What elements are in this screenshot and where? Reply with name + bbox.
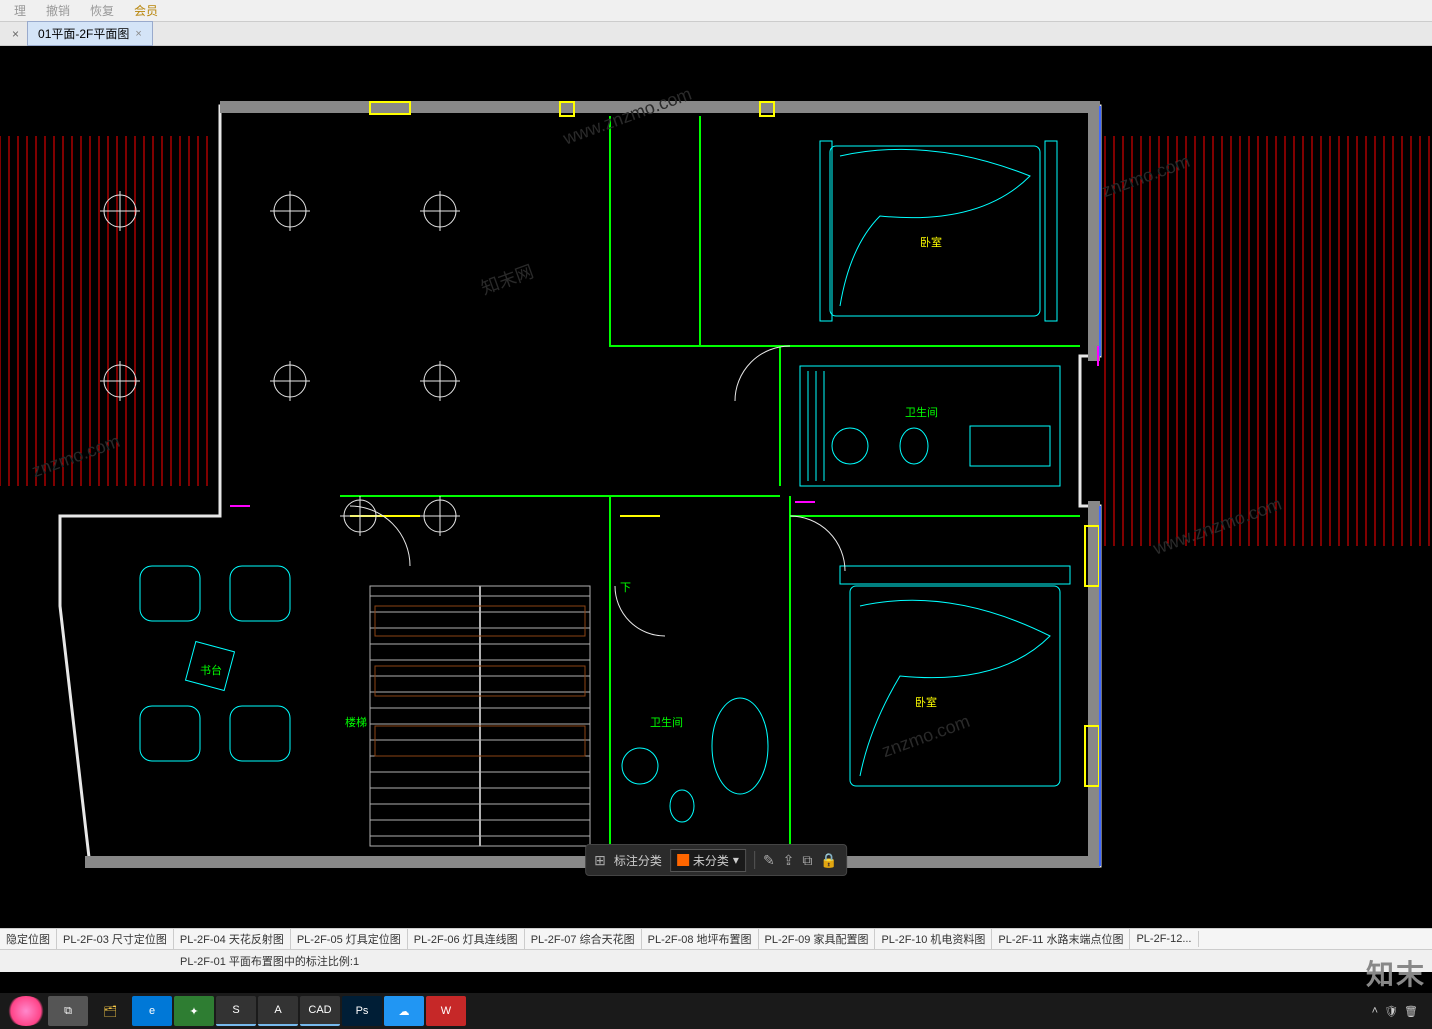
shield-icon[interactable]: 🛡 (1384, 1005, 1398, 1018)
chevron-down-icon: ▾ (733, 853, 739, 867)
menu-vip[interactable]: 会员 (124, 0, 168, 21)
trash-icon[interactable]: 🗑 (1404, 1005, 1418, 1018)
sheet-tab[interactable]: PL-2F-08 地坪布置图 (642, 929, 759, 949)
annot-category-dropdown[interactable]: 未分类 ▾ (670, 849, 746, 872)
autocad-icon[interactable]: A (258, 996, 298, 1026)
grid-icon[interactable]: ⊞ (594, 852, 606, 869)
drawing-canvas[interactable]: www.znzmo.com 知末网 znzmo.com znzmo.com ww… (0, 46, 1432, 920)
menu-redo[interactable]: 恢复 (80, 0, 124, 21)
menu-cancel[interactable]: 撤销 (36, 0, 80, 21)
lock-icon[interactable]: 🔒 (820, 852, 837, 869)
cloud-icon[interactable]: ☁ (384, 996, 424, 1026)
label-desk: 书台 (200, 663, 222, 677)
start-icon[interactable] (6, 996, 46, 1026)
sheet-tab[interactable]: PL-2F-06 灯具连线图 (408, 929, 525, 949)
copy-icon[interactable]: ⧉ (802, 852, 812, 869)
photoshop-icon[interactable]: Ps (342, 996, 382, 1026)
close-all-tabs-icon[interactable]: × (4, 27, 27, 41)
edge-icon[interactable]: e (132, 996, 172, 1026)
annot-category-value: 未分类 (693, 852, 729, 869)
sheet-tab[interactable]: PL-2F-03 尺寸定位图 (57, 929, 174, 949)
tab-active[interactable]: 01平面-2F平面图 × (27, 21, 153, 46)
edit-icon[interactable]: ✎ (763, 852, 775, 869)
status-text: PL-2F-01 平面布置图中的标注比例:1 (180, 953, 359, 969)
explorer-icon[interactable]: 🗂 (90, 996, 130, 1026)
label-bedroom2: 卧室 (915, 695, 937, 709)
label-bath2: 卫生间 (650, 715, 683, 729)
sheet-tab[interactable]: PL-2F-07 综合天花图 (525, 929, 642, 949)
label-down: 下 (620, 582, 631, 594)
brand-watermark: 知末 (1366, 953, 1426, 993)
floorplan-svg: 卧室 卧室 卫生间 卫生间 楼梯 下 书台 (0, 46, 1432, 920)
export-icon[interactable]: ⇪ (783, 852, 795, 869)
tray-up-icon[interactable]: ˄ (1372, 1005, 1378, 1018)
menu-bar: 理 撤销 恢复 会员 (0, 0, 1432, 22)
taskview-icon[interactable]: ⧉ (48, 996, 88, 1026)
sketchup-icon[interactable]: S (216, 996, 256, 1026)
sheet-tab[interactable]: PL-2F-12... (1130, 931, 1198, 947)
sheet-tab[interactable]: PL-2F-11 水路末端点位图 (992, 929, 1130, 949)
tab-bar: × 01平面-2F平面图 × (0, 22, 1432, 46)
wechat-icon[interactable]: ✦ (174, 996, 214, 1026)
menu-undo[interactable]: 理 (4, 0, 36, 21)
sheet-tab-strip: 隐定位图 PL-2F-03 尺寸定位图 PL-2F-04 天花反射图 PL-2F… (0, 928, 1432, 950)
label-bedroom1: 卧室 (920, 235, 942, 249)
tab-title: 01平面-2F平面图 (38, 25, 129, 42)
sheet-tab[interactable]: PL-2F-10 机电资料图 (875, 929, 992, 949)
annot-label: 标注分类 (614, 852, 662, 869)
sheet-tab[interactable]: PL-2F-04 天花反射图 (174, 929, 291, 949)
swatch-icon (677, 854, 689, 866)
cad-viewer-icon[interactable]: CAD (300, 996, 340, 1026)
separator (754, 851, 755, 869)
sheet-tab[interactable]: PL-2F-09 家具配置图 (759, 929, 876, 949)
status-bar: PL-2F-01 平面布置图中的标注比例:1 (0, 950, 1432, 972)
system-tray[interactable]: ˄ 🛡 🗑 (1372, 1005, 1426, 1018)
wps-icon[interactable]: W (426, 996, 466, 1026)
label-bath1: 卫生间 (905, 405, 938, 419)
annotation-toolbar: ⊞ 标注分类 未分类 ▾ ✎ ⇪ ⧉ 🔒 (585, 844, 847, 876)
windows-taskbar: ⧉ 🗂 e ✦ S A CAD Ps ☁ W ˄ 🛡 🗑 (0, 993, 1432, 1029)
tab-close-icon[interactable]: × (135, 28, 141, 40)
label-stair: 楼梯 (345, 715, 367, 729)
sheet-tab[interactable]: 隐定位图 (0, 929, 57, 949)
sheet-tab[interactable]: PL-2F-05 灯具定位图 (291, 929, 408, 949)
